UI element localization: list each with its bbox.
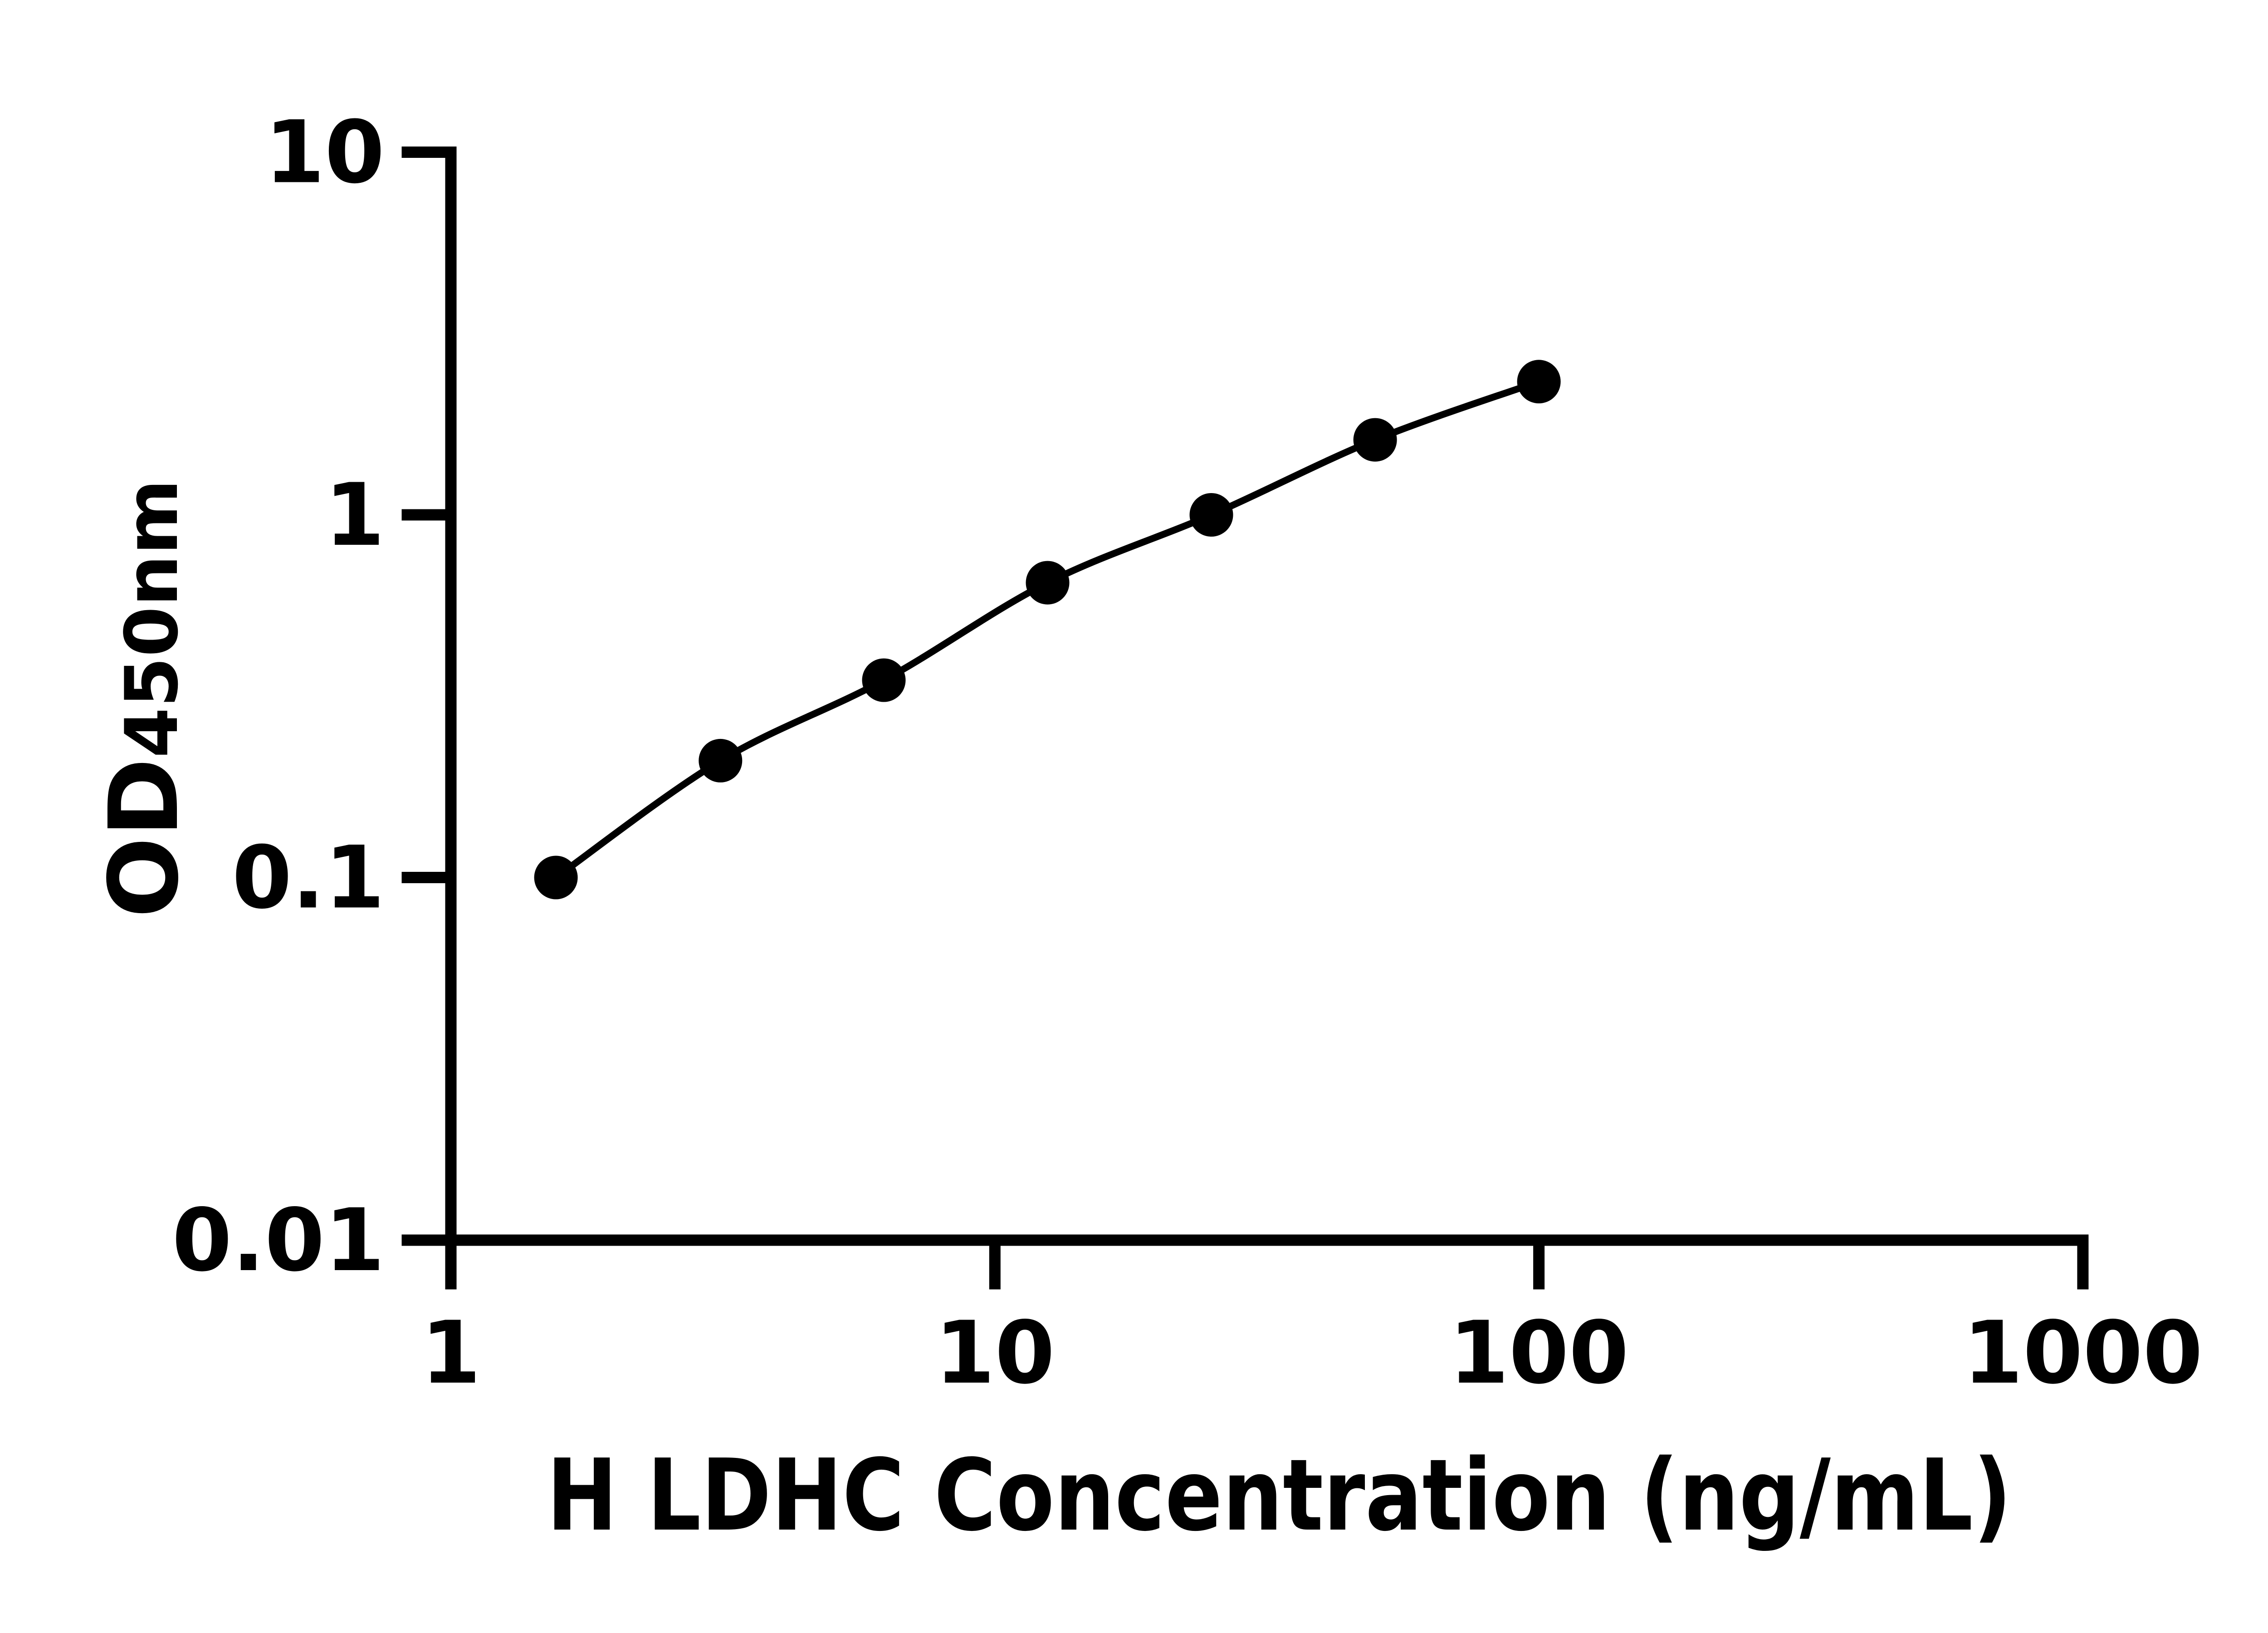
y-axis-title: OD450nm (88, 479, 200, 918)
data-point (534, 856, 578, 900)
data-point (1189, 493, 1233, 537)
data-point (699, 738, 743, 782)
x-tick-label: 100 (1449, 1303, 1629, 1403)
y-tick-label: 0.01 (172, 1190, 385, 1291)
plot-area: 10 1 0.1 0.01 1 10 100 1000 (172, 103, 2203, 1403)
data-point (1353, 418, 1397, 462)
y-axis-title-main: OD (88, 758, 200, 918)
y-axis-title-sub: 450nm (109, 479, 194, 758)
y-tick-label: 0.1 (232, 828, 385, 928)
data-point (1517, 360, 1561, 404)
data-point (1026, 561, 1070, 605)
x-tick-label: 1000 (1963, 1303, 2203, 1403)
data-point (862, 658, 906, 702)
x-tick-label: 10 (935, 1303, 1055, 1403)
x-tick-label: 1 (421, 1303, 481, 1403)
y-tick-label: 1 (325, 465, 385, 565)
standard-curve-line (554, 378, 1540, 880)
x-axis-title: H LDHC Concentration (ng/mL) (547, 1438, 2012, 1553)
y-tick-label: 10 (265, 103, 385, 203)
